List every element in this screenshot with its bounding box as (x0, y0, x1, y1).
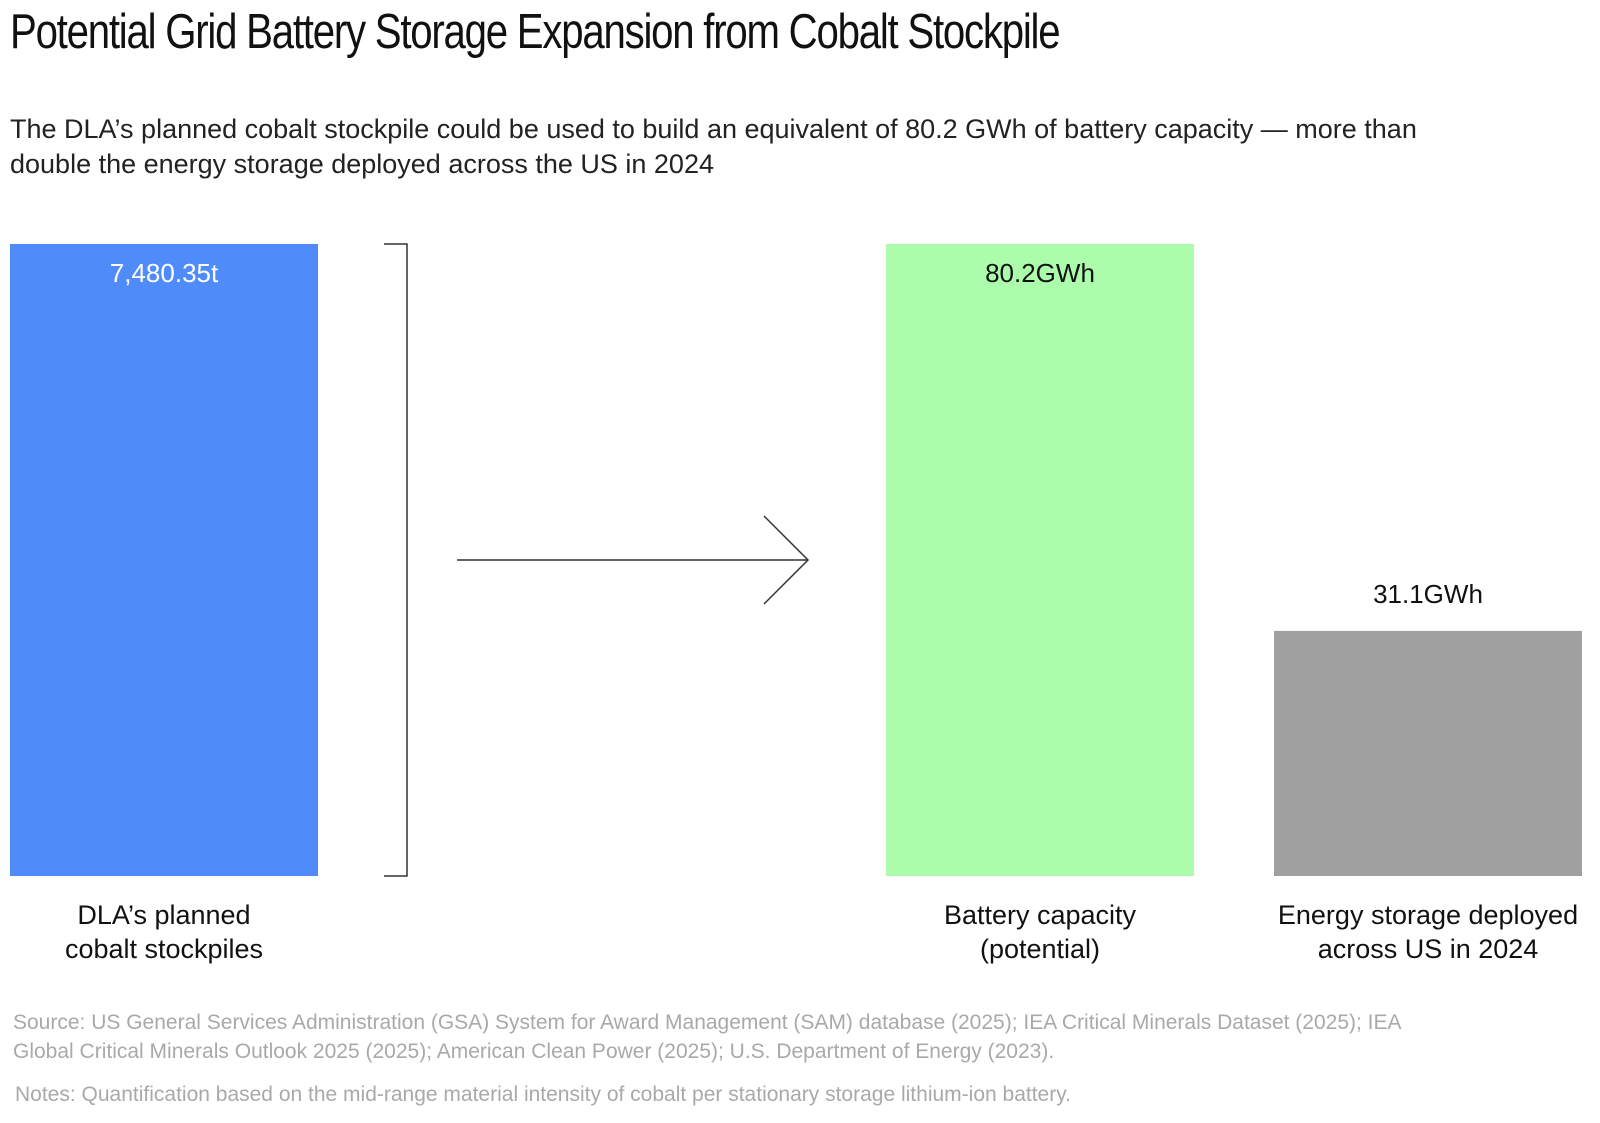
data-label-3: 31.1GWh (1373, 579, 1483, 609)
category-label-3-line-1: Energy storage deployed (1278, 900, 1578, 930)
data-label-2: 80.2GWh (985, 258, 1095, 288)
bar-2 (886, 244, 1194, 876)
category-label-1-line-2: cobalt stockpiles (65, 934, 263, 964)
category-label-3-line-2: across US in 2024 (1318, 934, 1539, 964)
chart-subtitle: The DLA’s planned cobalt stockpile could… (10, 114, 1417, 179)
arrow-head-icon (763, 515, 810, 605)
bracket-connector (384, 243, 408, 877)
source-note: Source: US General Services Administrati… (13, 1011, 1401, 1063)
category-label-1-line-1: DLA’s planned (77, 900, 250, 930)
category-label-2-line-1: Battery capacity (944, 900, 1137, 930)
bar-1 (10, 244, 318, 876)
bar-3 (1274, 630, 1582, 876)
chart-canvas: 7,480.35t DLA’s planned cobalt stockpiles 8… (10, 243, 1582, 964)
data-label-1: 7,480.35t (110, 258, 219, 288)
notes: Notes: Quantification based on the mid-r… (15, 1083, 1071, 1106)
category-label-2-line-2: (potential) (980, 934, 1100, 964)
chart-title: Potential Grid Battery Storage Expansion… (10, 5, 1061, 59)
